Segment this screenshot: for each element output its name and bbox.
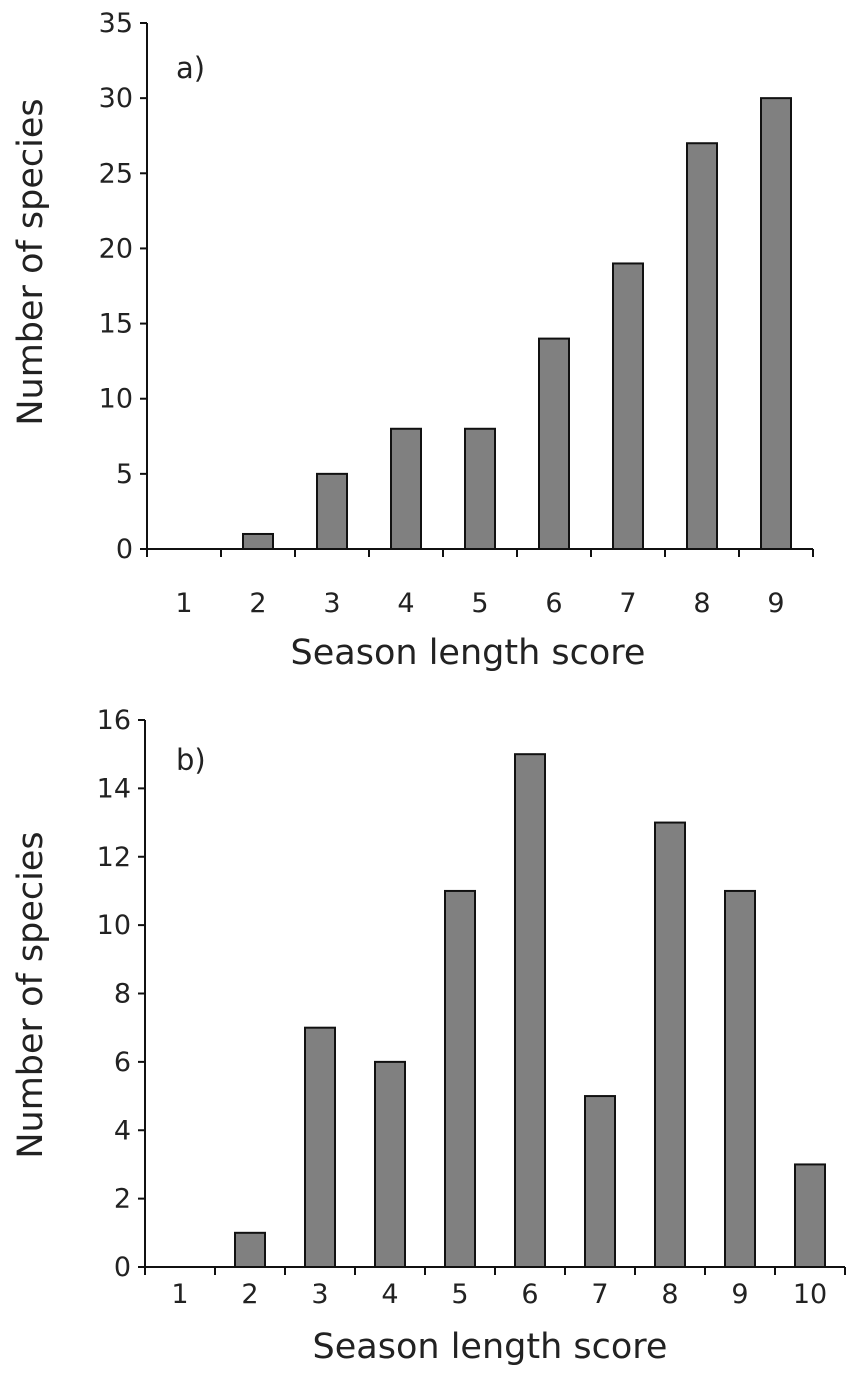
chart-b-x-tick-label: 9	[731, 1279, 748, 1310]
chart-b-bar-2	[234, 1231, 266, 1268]
chart-b-x-tick-label: 7	[591, 1279, 608, 1310]
chart-b-y-tick-label: 16	[97, 705, 131, 736]
chart-a-y-tick-label: 20	[99, 233, 133, 264]
chart-a: Number of species a) Season length score…	[11, 8, 814, 673]
chart-a-y-tick-label: 35	[99, 8, 133, 39]
chart-b-x-tick-label: 4	[381, 1279, 398, 1310]
chart-b-bar-10	[794, 1163, 826, 1268]
chart-a-panel-label: a)	[176, 51, 205, 85]
chart-b-bar-8	[654, 821, 686, 1268]
chart-b-x-tick-label: 8	[661, 1279, 678, 1310]
chart-b: Number of species b) Season length score…	[11, 705, 846, 1367]
chart-a-y-tick-label: 5	[116, 459, 133, 490]
chart-a-x-tick-label: 3	[323, 588, 340, 619]
chart-a-bar-5	[464, 427, 496, 550]
chart-b-y-tick-label: 4	[114, 1115, 131, 1146]
chart-a-y-tick-label: 10	[99, 384, 133, 415]
chart-b-xlabel: Season length score	[313, 1327, 668, 1367]
chart-a-x-tick-label: 6	[545, 588, 562, 619]
chart-a-x-tick-label: 1	[175, 588, 192, 619]
chart-a-x-tick-label: 5	[471, 588, 488, 619]
chart-b-x-tick-label: 2	[241, 1279, 258, 1310]
chart-b-x-tick-label: 1	[171, 1279, 188, 1310]
chart-b-y-tick-label: 2	[114, 1184, 131, 1215]
chart-a-xlabel: Season length score	[291, 633, 646, 673]
chart-a-bar-2	[242, 532, 274, 551]
chart-a-bar-4	[390, 427, 422, 550]
chart-a-x-tick-label: 2	[249, 588, 266, 619]
chart-b-x-tick-label: 3	[311, 1279, 328, 1310]
chart-a-x-tick-label: 7	[619, 588, 636, 619]
chart-b-x-tick-label: 6	[521, 1279, 538, 1310]
chart-b-y-tick-label: 8	[114, 979, 131, 1010]
chart-b-y-tick-label: 0	[114, 1252, 131, 1283]
chart-b-panel-label: b)	[176, 743, 206, 777]
chart-b-y-tick-label: 6	[114, 1047, 131, 1078]
chart-a-ylabel: Number of species	[11, 98, 51, 425]
chart-b-y-tick-label: 12	[97, 842, 131, 873]
chart-b-x-tick-label: 10	[793, 1279, 827, 1310]
chart-b-bar-6	[514, 753, 546, 1268]
chart-b-bar-5	[444, 889, 476, 1268]
chart-a-bar-9	[760, 97, 792, 551]
chart-a-bar-7	[612, 262, 644, 550]
chart-b-bar-9	[724, 889, 756, 1268]
chart-b-x-tick-label: 5	[451, 1279, 468, 1310]
chart-a-y-tick-label: 0	[116, 534, 133, 565]
chart-a-bar-6	[538, 337, 570, 550]
chart-a-y-tick-label: 25	[99, 158, 133, 189]
chart-a-y-tick-label: 15	[99, 309, 133, 340]
chart-b-ylabel: Number of species	[11, 831, 51, 1158]
chart-a-bar-8	[686, 142, 718, 550]
chart-a-y-tick-label: 30	[99, 83, 133, 114]
chart-b-bar-4	[374, 1060, 406, 1268]
chart-b-bar-7	[584, 1095, 616, 1268]
chart-b-y-tick-label: 14	[97, 773, 131, 804]
chart-b-bar-3	[304, 1026, 336, 1268]
chart-a-x-tick-label: 8	[693, 588, 710, 619]
chart-a-x-tick-label: 4	[397, 588, 414, 619]
chart-a-x-tick-label: 9	[767, 588, 784, 619]
chart-b-y-tick-label: 10	[97, 910, 131, 941]
chart-a-bar-3	[316, 472, 348, 551]
